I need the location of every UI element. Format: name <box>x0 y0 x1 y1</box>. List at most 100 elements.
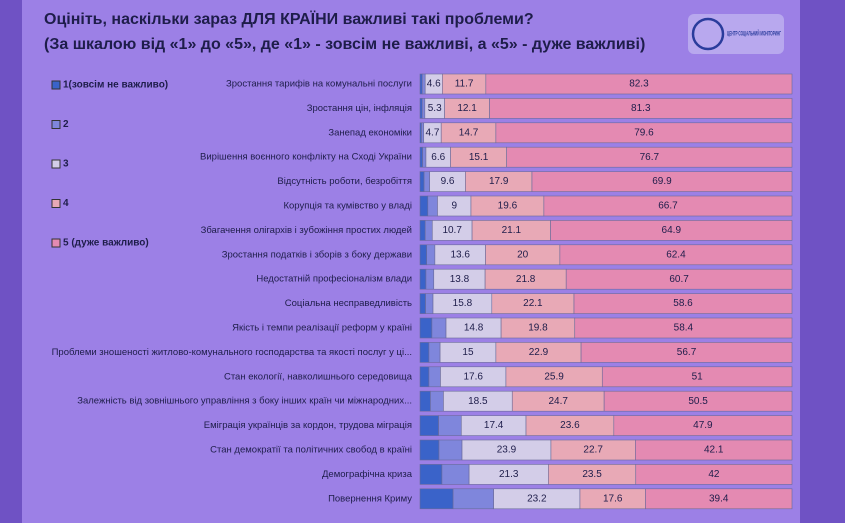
bar-segment <box>425 268 435 290</box>
value-label: 14.7 <box>459 127 479 138</box>
bar-segment <box>419 98 423 119</box>
bar-segment <box>419 342 430 363</box>
value-label: 21.8 <box>516 274 536 285</box>
category-label: Корупція та кумівство у владі <box>283 201 412 212</box>
bar-segment <box>430 390 444 412</box>
bar-segment <box>495 122 793 144</box>
legend-swatch <box>51 199 61 208</box>
value-label: 76.7 <box>640 152 660 163</box>
value-label: 25.9 <box>544 371 564 382</box>
value-label: 58.6 <box>673 298 693 309</box>
value-label: 17.4 <box>484 420 504 431</box>
logo-box <box>688 14 784 54</box>
bar-segment <box>559 244 793 266</box>
value-label: 21.3 <box>499 469 519 480</box>
value-label: 23.2 <box>527 493 547 504</box>
value-label: 15.8 <box>453 298 473 309</box>
value-label: 11.7 <box>455 79 474 90</box>
bar-segment <box>419 171 425 192</box>
bar-segment <box>428 366 441 388</box>
value-label: 22.7 <box>583 445 603 456</box>
bar-segment <box>531 171 793 192</box>
category-label: Соціальна несправедливість <box>285 298 412 309</box>
value-label: 42.1 <box>704 445 724 456</box>
bar-segment <box>452 488 494 510</box>
value-label: 17.6 <box>463 371 483 382</box>
bar-segment <box>423 171 430 192</box>
legend-label: 4 <box>63 198 69 209</box>
bar-segment <box>485 73 793 95</box>
value-label: 22.1 <box>523 298 543 309</box>
legend-swatch <box>51 238 61 248</box>
bar-segment <box>441 464 470 485</box>
value-label: 39.4 <box>709 493 729 504</box>
bar-segment <box>428 342 441 363</box>
bar-segment <box>613 415 793 436</box>
value-label: 22.9 <box>529 347 549 358</box>
bar-segment <box>419 244 427 266</box>
category-label: Демографічна криза <box>322 469 413 480</box>
category-label: Зростання тарифів на комунальні послуги <box>226 79 412 90</box>
bar-segment <box>419 146 423 168</box>
bar-segment <box>419 464 443 485</box>
value-label: 5.3 <box>428 103 442 114</box>
value-label: 64.9 <box>662 225 682 236</box>
legend-swatch <box>51 120 61 129</box>
bar-segment <box>421 73 426 95</box>
bar-segment <box>419 293 426 314</box>
value-label: 56.7 <box>677 347 697 358</box>
bar-segment <box>419 439 440 461</box>
value-label: 20 <box>517 249 529 260</box>
bar-segment <box>419 73 423 95</box>
bar-segment <box>421 122 425 144</box>
value-label: 15 <box>462 347 474 358</box>
bar-segment <box>573 293 793 314</box>
logo-emblem <box>691 17 725 51</box>
value-label: 9 <box>451 201 457 212</box>
value-label: 51 <box>692 371 704 382</box>
bar-segment <box>565 268 793 290</box>
bar-segment <box>419 195 429 217</box>
value-label: 6.6 <box>431 152 445 163</box>
value-label: 13.8 <box>450 274 470 285</box>
value-label: 69.9 <box>652 176 672 187</box>
category-label: Повернення Криму <box>328 493 412 504</box>
bar-segment <box>419 317 433 339</box>
value-label: 42 <box>708 469 720 480</box>
value-label: 9.6 <box>441 176 455 187</box>
value-label: 50.5 <box>688 396 708 407</box>
bar-segment <box>422 146 427 168</box>
category-label: Занепад економіки <box>328 127 412 138</box>
bar-segment <box>419 366 430 388</box>
value-label: 23.9 <box>497 445 517 456</box>
category-label: Проблеми зношеності житлово-комунального… <box>52 347 412 358</box>
value-label: 23.6 <box>560 420 580 431</box>
value-label: 58.4 <box>674 323 694 334</box>
bar-segment <box>603 390 793 412</box>
value-label: 17.6 <box>603 493 623 504</box>
logo-text: ЦЕНТР СОЦІАЛЬНИЙ МОНІТОРИНГ <box>727 29 781 38</box>
bar-segment <box>431 317 447 339</box>
category-label: Недостатній професіоналізм влади <box>256 274 412 285</box>
bar-segment <box>574 317 793 339</box>
chart-title: Оцініть, наскільки зараз ДЛЯ КРАЇНИ важл… <box>44 10 534 28</box>
value-label: 14.8 <box>464 323 484 334</box>
value-label: 23.5 <box>582 469 602 480</box>
bar-segment <box>543 195 793 217</box>
bar-segment <box>635 439 793 461</box>
legend-label: 1(зовсім не важливо) <box>63 80 168 91</box>
category-label: Стан демократії та політичних свобод в к… <box>210 445 412 456</box>
bar-segment <box>489 98 793 119</box>
bar-segment <box>424 220 433 241</box>
category-label: Відсутність роботи, безробіття <box>277 176 412 187</box>
value-label: 12.1 <box>457 103 477 114</box>
bar-segment <box>419 390 431 412</box>
value-label: 79.6 <box>634 127 654 138</box>
bar-segment <box>419 415 439 436</box>
bar-segment <box>438 439 463 461</box>
bar-segment <box>550 220 793 241</box>
value-label: 82.3 <box>629 79 649 90</box>
value-label: 13.6 <box>450 249 470 260</box>
legend-label: 5 (дуже важливо) <box>63 238 149 249</box>
value-label: 18.5 <box>468 396 488 407</box>
